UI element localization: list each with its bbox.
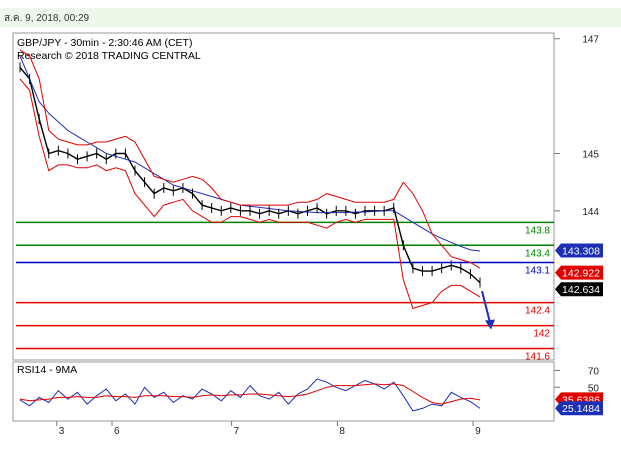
price-tag-2-label: 142.634 <box>562 284 600 296</box>
x-tick-label-2: 7 <box>234 426 240 437</box>
x-tick-label-4: 9 <box>475 426 481 437</box>
levels-layer: 143.8 143.4 143.1 142.4 142 141.6 <box>16 221 554 363</box>
price-line <box>19 66 481 284</box>
price-tag-1: 142.922 <box>555 265 603 280</box>
datetime-bar: ส.ค. 9, 2018, 00:29 <box>0 8 621 27</box>
price-tag-1-box <box>555 265 603 280</box>
level-label-0: 143.8 <box>525 225 550 236</box>
price-tag-1-label: 142.922 <box>562 268 600 280</box>
axis-layer: 147 145 144 70 50 3 6 7 8 9 <box>56 35 600 437</box>
rsi-tag-1-label: 25.1484 <box>562 403 600 415</box>
rsi-tag-1-box <box>555 401 603 416</box>
rsi-title: RSI14 - 9MA <box>17 364 77 376</box>
price-tag-0-label: 143.308 <box>562 246 600 258</box>
price-tag-2: 142.634 <box>555 282 603 297</box>
level-label-5: 141.6 <box>525 352 550 363</box>
level-label-4: 142 <box>533 329 550 340</box>
series-layer <box>19 49 495 330</box>
main-panel-frame <box>12 32 555 361</box>
rsi-panel-frame <box>12 361 555 422</box>
y-tick-label-1: 145 <box>582 149 599 160</box>
lower-band-line <box>19 78 481 310</box>
rsi-ma-line <box>19 383 481 405</box>
x-tick-label-0: 3 <box>59 426 65 437</box>
price-tag-2-box <box>555 282 603 297</box>
projection-arrow-shaft <box>481 290 491 323</box>
price-tag-0-box <box>555 243 603 258</box>
level-label-1: 143.4 <box>525 248 550 259</box>
level-label-3: 142.4 <box>525 306 550 317</box>
price-tag-0: 143.308 <box>555 243 603 258</box>
chart-title: GBP/JPY - 30min - 2:30:46 AM (CET) <box>17 37 192 49</box>
rsi-layer <box>19 378 481 412</box>
chart-subtitle: Research © 2018 TRADING CENTRAL <box>17 50 201 62</box>
rsi-y-tick-label-0: 70 <box>588 366 600 377</box>
projection-arrow-head <box>485 319 495 330</box>
level-label-2: 143.1 <box>525 265 550 276</box>
rsi-y-tick-label-1: 50 <box>588 383 600 394</box>
x-tick-label-1: 6 <box>114 426 120 437</box>
y-tick-label-0: 147 <box>582 35 599 46</box>
upper-band-line <box>19 49 481 269</box>
rsi-line <box>19 378 481 412</box>
datetime-label: ส.ค. 9, 2018, 00:29 <box>4 13 90 24</box>
rsi-tag-1: 25.1484 <box>555 401 603 416</box>
y-tick-label-2: 144 <box>582 207 599 218</box>
x-tick-label-3: 8 <box>339 426 345 437</box>
